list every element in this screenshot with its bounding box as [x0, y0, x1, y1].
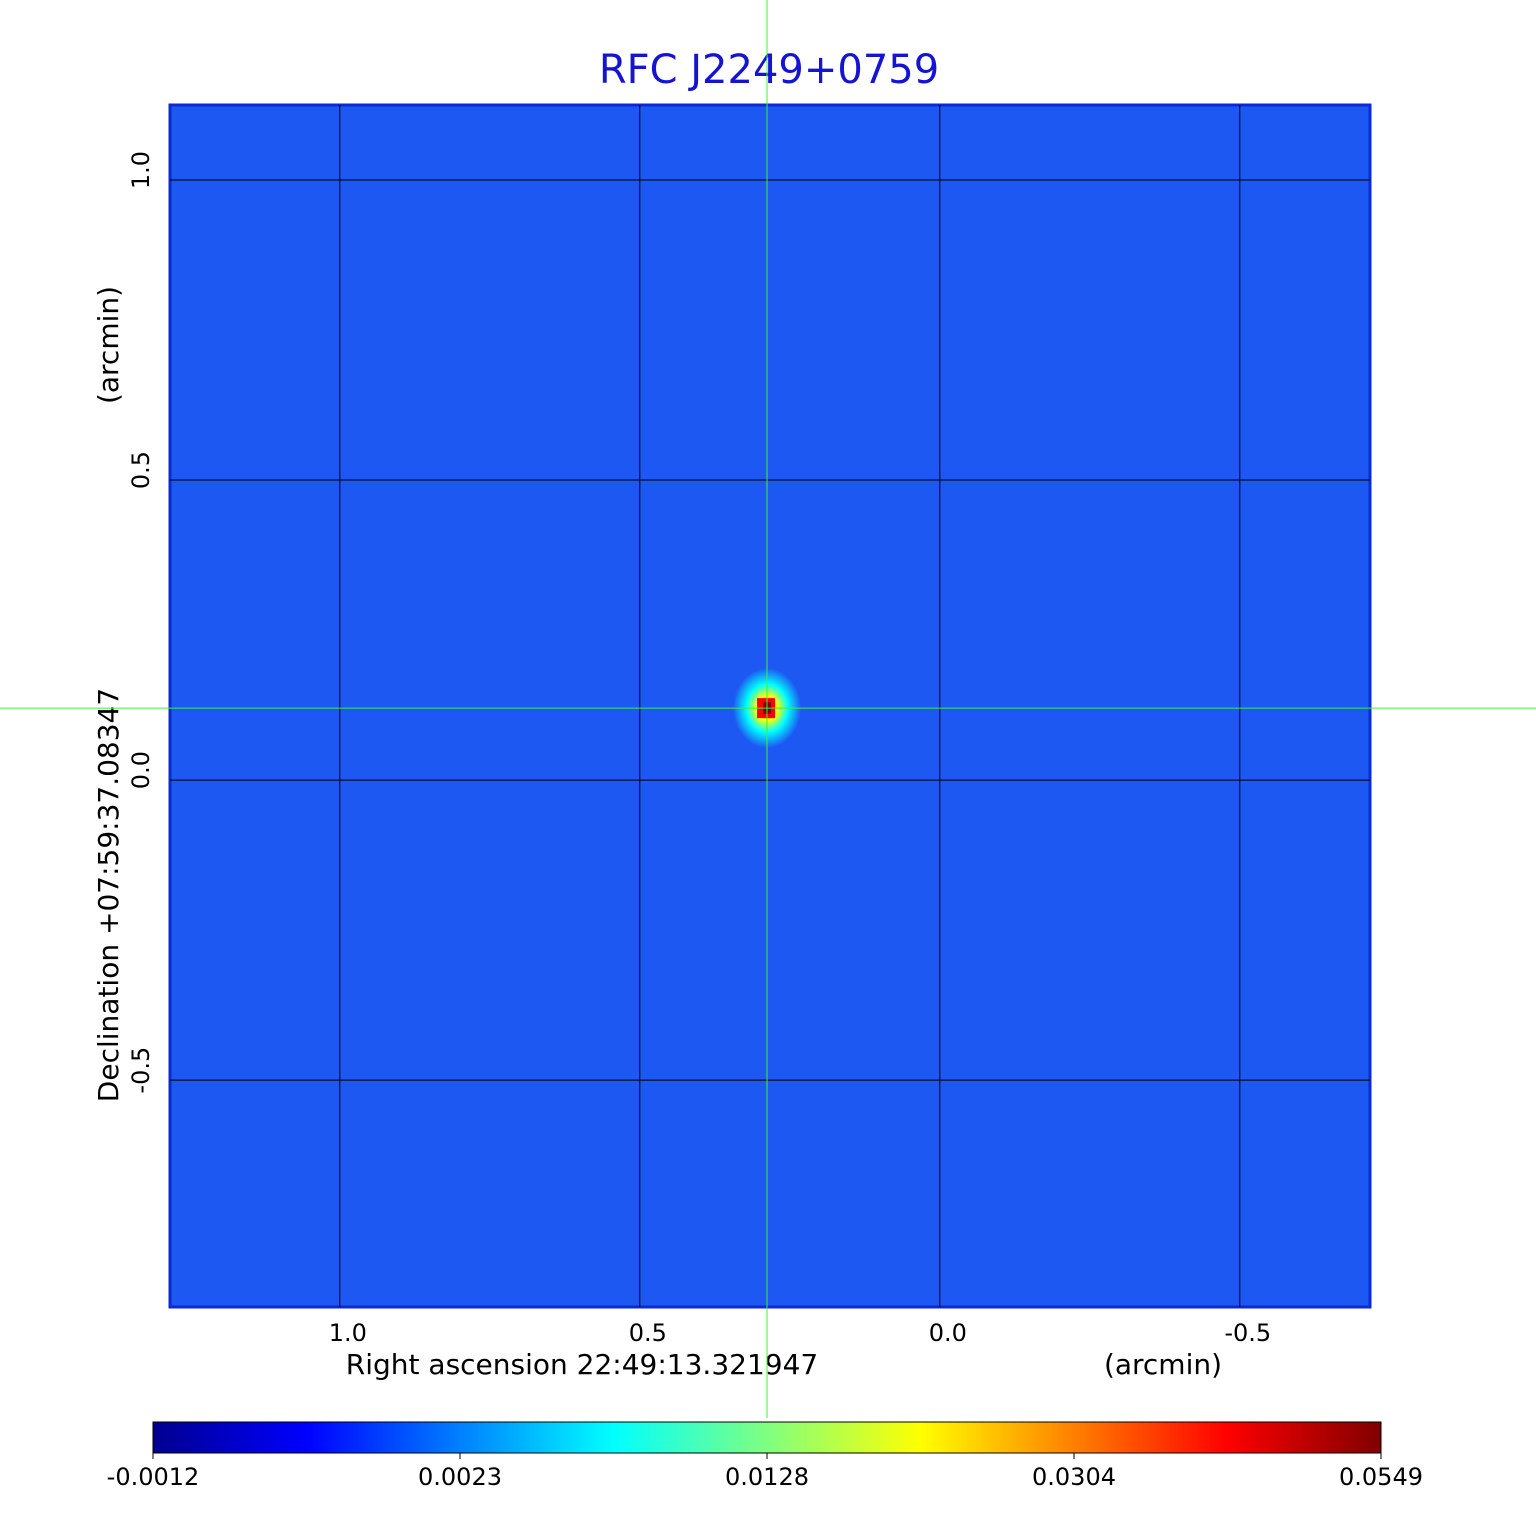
y-tick-label: -0.5	[127, 1047, 155, 1094]
y-tick-label: 0.0	[127, 751, 155, 789]
y-tick-label: 1.0	[127, 151, 155, 189]
y-tick-label: 0.5	[127, 451, 155, 489]
colorbar-tick-label: 0.0549	[1339, 1463, 1423, 1491]
x-tick-label: -0.5	[1224, 1319, 1271, 1347]
x-tick-label: 0.5	[629, 1319, 667, 1347]
x-axis-label: Right ascension 22:49:13.321947	[346, 1348, 818, 1381]
chart-title: RFC J2249+0759	[599, 47, 939, 93]
colorbar-tick-label: 0.0128	[725, 1463, 809, 1491]
y-axis-unit: (arcmin)	[92, 286, 125, 404]
colorbar-tick-label: 0.0304	[1032, 1463, 1116, 1491]
y-axis-label: Declination +07:59:37.08347	[92, 688, 125, 1102]
x-tick-label: 1.0	[329, 1319, 367, 1347]
colorbar-tick-label: 0.0023	[418, 1463, 502, 1491]
x-axis-unit: (arcmin)	[1104, 1348, 1222, 1381]
colorbar-tick-label: -0.0012	[107, 1463, 200, 1491]
x-tick-label: 0.0	[929, 1319, 967, 1347]
colorbar	[152, 1421, 1382, 1454]
